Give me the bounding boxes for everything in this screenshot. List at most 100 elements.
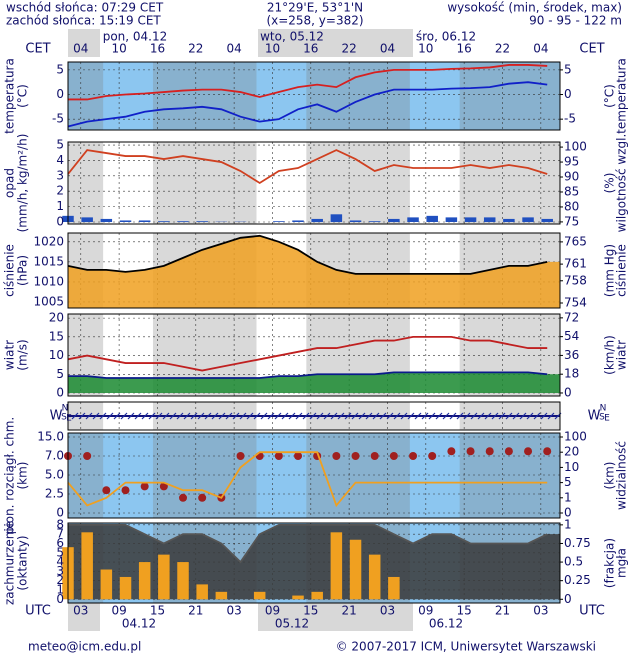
y2-tick-label: 54 (564, 329, 579, 343)
wind-arrow (477, 412, 485, 420)
x-tick-label: 03 (226, 604, 241, 618)
dot (485, 447, 494, 456)
bar (81, 217, 93, 222)
y2-tick-label: 0 (564, 87, 572, 101)
wind-arrow (456, 412, 464, 420)
wind-arrow (337, 412, 345, 420)
night-band (459, 433, 560, 518)
y2-tick-label: 85 (564, 184, 579, 198)
y-tick-label: 15 (49, 329, 64, 343)
y-tick-label: 3 (56, 564, 64, 578)
bar (541, 218, 553, 222)
bar (388, 218, 400, 222)
bar (138, 220, 151, 222)
compass-w: W (588, 409, 601, 424)
axis-label-left: (°C) (16, 84, 30, 108)
wind-arrow (449, 412, 457, 420)
axis-label-left: wiatr (3, 340, 17, 370)
date-top: wto, 05.12 (260, 30, 324, 44)
wind-arrow (225, 412, 233, 420)
wind-arrow (358, 412, 366, 420)
series-line (67, 451, 548, 508)
bar (81, 532, 93, 600)
bar (426, 215, 438, 222)
y-tick-label: 1015 (33, 254, 64, 268)
dot (524, 447, 533, 456)
wind-arrow (260, 412, 268, 420)
y-tick-label: 1020 (33, 234, 64, 248)
x-tick-label-cet: 04 (226, 42, 241, 56)
y2-tick-label: 5 (564, 475, 572, 489)
compass-n: N (600, 404, 607, 414)
y-tick-label: 1 (56, 199, 64, 213)
y-tick-label: 5 (56, 545, 64, 559)
tz-top: CET (25, 42, 50, 57)
y-tick-label: 0 (56, 215, 64, 229)
axis-label-right: ciśnienie (615, 244, 629, 297)
axis-label-right: mgła (615, 548, 629, 578)
wind-arrow (519, 412, 527, 420)
bar (349, 539, 362, 600)
day-band (258, 29, 413, 57)
bar (311, 591, 323, 600)
wind-arrow (400, 412, 408, 420)
axis-label-left: temperatura (3, 58, 17, 134)
day-band (68, 29, 100, 57)
compass-e: E (66, 414, 72, 424)
email[interactable]: meteo@icm.edu.pl (28, 640, 141, 654)
wind-arrow (267, 412, 275, 420)
axis-label-left: zachmurzenie (3, 521, 17, 605)
wind-arrow (288, 412, 296, 420)
night-band (68, 142, 104, 224)
wind-arrow (484, 412, 492, 420)
dot (274, 452, 283, 460)
dot (428, 452, 437, 460)
wind-arrow (190, 412, 198, 420)
axis-label-left: (mm/h, kg/m²/h) (16, 134, 30, 233)
grid-point: (x=258, y=382) (266, 14, 363, 28)
tz-top: CET (579, 42, 604, 57)
wind-arrow (309, 412, 317, 420)
wind-arrow (162, 412, 170, 420)
bar (407, 217, 419, 222)
wind-arrow (218, 412, 226, 420)
axis-label-right: (frakcja) (603, 538, 617, 588)
copyright: © 2007-2017 ICM, Uniwersytet Warszawski (336, 640, 596, 654)
day-band (68, 603, 100, 631)
x-tick-label-cet: 22 (342, 42, 357, 56)
night-band (306, 433, 410, 518)
axis-label-left: ciśnienie (3, 244, 17, 297)
panel (62, 141, 563, 225)
x-tick-label: 21 (188, 604, 203, 618)
x-tick-label-cet: 22 (188, 42, 203, 56)
bar (158, 221, 170, 222)
dot (294, 452, 303, 460)
wind-arrow (183, 412, 191, 420)
y-tick-label: 5 (56, 62, 64, 76)
bar (522, 217, 534, 222)
dot (332, 452, 341, 460)
night-band (68, 62, 104, 130)
wind-arrow (428, 412, 436, 420)
y2-tick-label: 0.5 (564, 555, 583, 569)
panel-frame (67, 61, 561, 131)
axis-label-left: (hPa) (16, 255, 30, 286)
wind-arrow (141, 412, 149, 420)
y2-tick-label: 0 (564, 506, 572, 520)
y-tick-label: 4 (56, 153, 64, 167)
wind-arrow (421, 412, 429, 420)
wind-arrow (344, 412, 352, 420)
y-tick-label: 2 (56, 184, 64, 198)
wind-arrow (470, 412, 478, 420)
dot (409, 452, 418, 460)
wind-arrow (239, 412, 247, 420)
x-tick-label-cet: 16 (457, 42, 472, 56)
night-band (459, 142, 560, 224)
bar (368, 554, 381, 600)
x-tick-label-cet: 04 (380, 42, 395, 56)
y2-tick-label: 95 (564, 155, 579, 169)
axis-label-left: opad (3, 168, 17, 198)
panel-frame (67, 232, 561, 309)
dot (370, 452, 379, 460)
